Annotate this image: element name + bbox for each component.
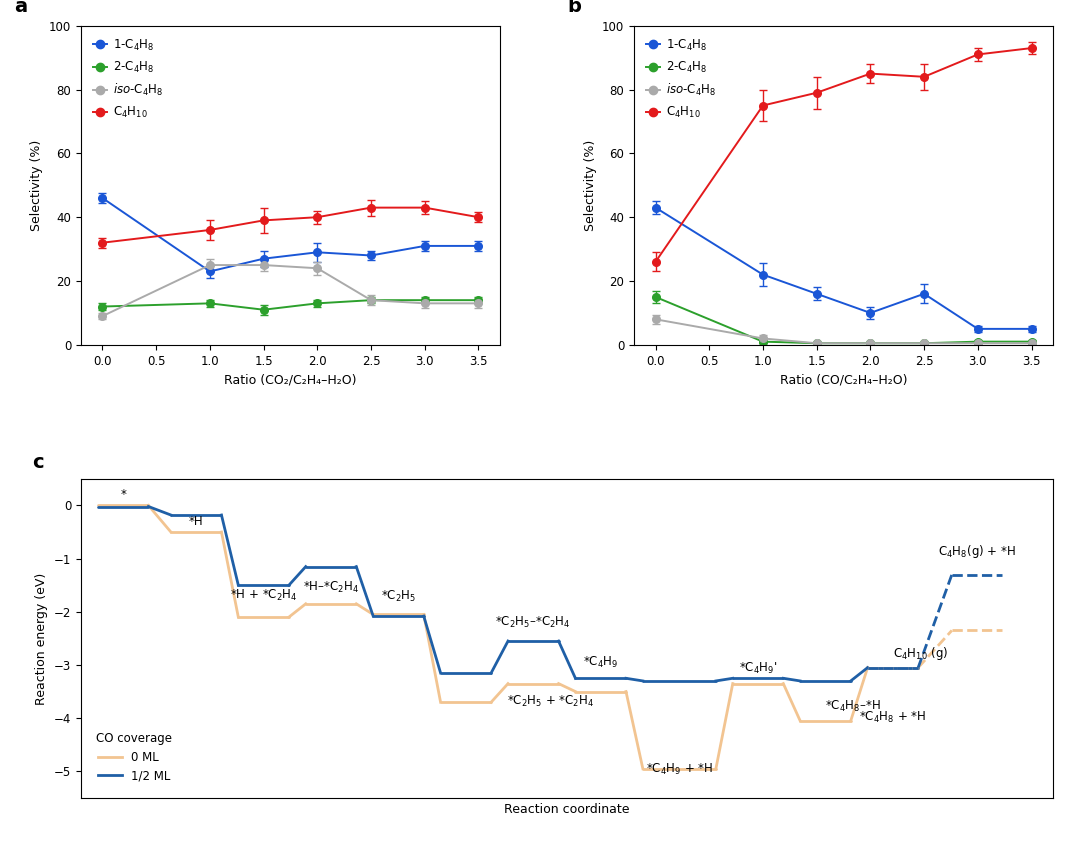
Text: *C$_2$H$_5$–*C$_2$H$_4$: *C$_2$H$_5$–*C$_2$H$_4$ bbox=[496, 615, 571, 631]
Y-axis label: Selectivity (%): Selectivity (%) bbox=[30, 140, 43, 231]
Text: *C$_4$H$_8$ + *H: *C$_4$H$_8$ + *H bbox=[860, 710, 927, 725]
Text: *C$_4$H$_9$: *C$_4$H$_9$ bbox=[583, 656, 619, 670]
Text: *C$_2$H$_5$ + *C$_2$H$_4$: *C$_2$H$_5$ + *C$_2$H$_4$ bbox=[507, 694, 594, 710]
Text: C$_4$H$_{10}$ (g): C$_4$H$_{10}$ (g) bbox=[893, 645, 948, 662]
Text: *H: *H bbox=[189, 515, 203, 528]
Legend: 1-C$_4$H$_8$, 2-C$_4$H$_8$, $\mathit{iso}$-C$_4$H$_8$, C$_4$H$_{10}$: 1-C$_4$H$_8$, 2-C$_4$H$_8$, $\mathit{iso… bbox=[640, 32, 723, 126]
Text: *H–*C$_2$H$_4$: *H–*C$_2$H$_4$ bbox=[303, 580, 359, 595]
Text: b: b bbox=[567, 0, 581, 16]
Legend: 0 ML, 1/2 ML: 0 ML, 1/2 ML bbox=[86, 722, 181, 792]
Text: C$_4$H$_8$(g) + *H: C$_4$H$_8$(g) + *H bbox=[939, 543, 1016, 559]
Text: *: * bbox=[120, 488, 126, 501]
X-axis label: Reaction coordinate: Reaction coordinate bbox=[504, 803, 630, 817]
X-axis label: Ratio (CO₂/C₂H₄–H₂O): Ratio (CO₂/C₂H₄–H₂O) bbox=[225, 373, 356, 386]
X-axis label: Ratio (CO/C₂H₄–H₂O): Ratio (CO/C₂H₄–H₂O) bbox=[780, 373, 907, 386]
Text: *C$_4$H$_9$': *C$_4$H$_9$' bbox=[739, 661, 778, 675]
Text: c: c bbox=[32, 454, 44, 473]
Y-axis label: Reaction energy (eV): Reaction energy (eV) bbox=[36, 572, 49, 704]
Text: *C$_4$H$_9$ + *H: *C$_4$H$_9$ + *H bbox=[646, 762, 713, 776]
Text: *H + *C$_2$H$_4$: *H + *C$_2$H$_4$ bbox=[230, 588, 297, 603]
Text: *C$_2$H$_5$: *C$_2$H$_5$ bbox=[381, 589, 416, 604]
Y-axis label: Selectivity (%): Selectivity (%) bbox=[583, 140, 596, 231]
Legend: 1-C$_4$H$_8$, 2-C$_4$H$_8$, $\mathit{iso}$-C$_4$H$_8$, C$_4$H$_{10}$: 1-C$_4$H$_8$, 2-C$_4$H$_8$, $\mathit{iso… bbox=[86, 32, 170, 126]
Text: a: a bbox=[14, 0, 27, 16]
Text: *C$_4$H$_8$–*H: *C$_4$H$_8$–*H bbox=[825, 698, 881, 714]
